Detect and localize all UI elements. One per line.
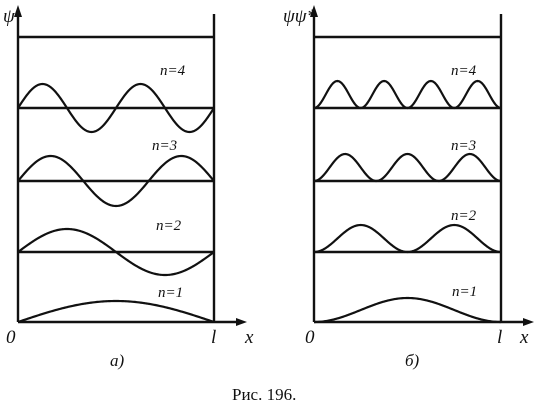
panel-b-x-axis-arrow — [523, 318, 534, 326]
panel-a-y-axis-arrow — [14, 5, 22, 17]
panel-b-y-label: ψψ* — [283, 6, 317, 27]
panel-b-wave-n4 — [313, 79, 502, 110]
figure-caption: Рис. 196. — [232, 385, 296, 404]
panel-a-label-n4: n=4 — [160, 63, 186, 79]
panel-b-wave-n1 — [313, 296, 502, 324]
panel-a-wave-n3 — [17, 154, 215, 208]
panel-a-label-n1: n=1 — [158, 285, 183, 301]
panel-a-x-axis-arrow — [236, 318, 247, 326]
panel-b-label-n3: n=3 — [451, 138, 476, 154]
panel-b-y-axis-arrow — [310, 5, 318, 17]
panel-b: ψψ* n=4 n=3 n=2 n=1 0 l x б) — [283, 5, 534, 370]
panel-a: ψ n=4 n=3 n=2 n=1 0 l x a) — [3, 5, 254, 370]
panel-b-label-n1: n=1 — [452, 284, 477, 300]
panel-a-x-label: x — [244, 327, 254, 348]
panel-a-end-label: l — [211, 327, 216, 348]
panel-a-sublabel: a) — [110, 351, 125, 370]
panel-a-wave-n2 — [17, 227, 215, 277]
panel-b-x-label: x — [519, 327, 529, 348]
panel-b-origin-label: 0 — [305, 327, 315, 348]
panel-a-wave-n4 — [17, 82, 215, 134]
panel-b-sublabel: б) — [405, 351, 420, 370]
panel-b-end-label: l — [497, 327, 502, 348]
panel-a-origin-label: 0 — [6, 327, 16, 348]
panel-b-wave-n3 — [313, 152, 502, 183]
panel-a-y-label: ψ — [3, 6, 16, 27]
panel-a-label-n3: n=3 — [152, 138, 177, 154]
panel-b-label-n2: n=2 — [451, 208, 477, 224]
panel-a-label-n2: n=2 — [156, 218, 182, 234]
panel-a-wave-n1 — [17, 299, 215, 324]
panel-b-label-n4: n=4 — [451, 63, 477, 79]
panel-b-wave-n2 — [313, 223, 502, 254]
